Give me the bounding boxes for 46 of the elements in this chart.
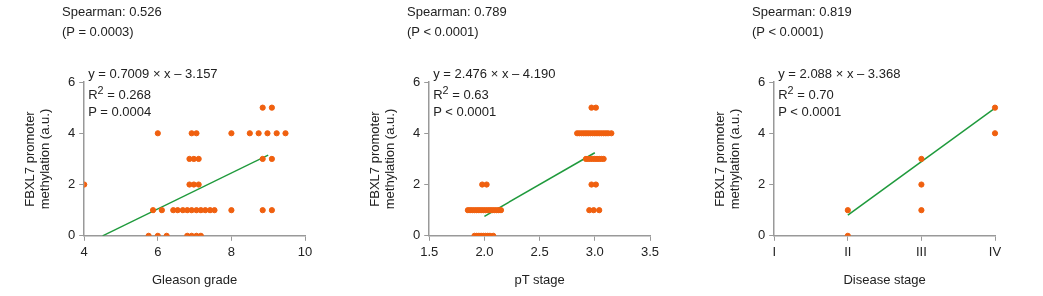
x-tick-label: 4 xyxy=(80,244,88,260)
chart-subtitle: (P < 0.0001) xyxy=(407,24,479,39)
text: y = 2.476 × x – 4.190 xyxy=(433,66,556,81)
x-tick-label: 3.0 xyxy=(585,244,604,260)
x-tick-label: III xyxy=(915,244,927,260)
x-tick-label: 1.5 xyxy=(420,244,439,260)
annotation: P = 0.0004 xyxy=(88,104,152,120)
x-tick-label: 2.0 xyxy=(475,244,494,260)
annotation: R$^{2}$ = 0.268 xyxy=(88,84,151,103)
y-tick-label: 2 xyxy=(68,176,76,192)
text: y = 2.088 × x – 3.368 xyxy=(778,66,901,81)
annotation: P < 0.0001 xyxy=(778,104,842,120)
chart-title: Spearman: 0.819 xyxy=(752,4,852,19)
x-axis-title: pT stage xyxy=(514,271,565,287)
x-tick-label: I xyxy=(772,244,777,260)
x-tick-label: II xyxy=(844,244,852,260)
x-axis-title: Gleason grade xyxy=(151,271,238,287)
y-axis-title: FBXL7 promoter methylation (a.u.) xyxy=(22,107,53,212)
x-tick-label: 10 xyxy=(297,244,313,260)
text: y = 0.7009 × x – 3.157 xyxy=(88,66,218,81)
y-axis-title: FBXL7 promoter methylation (a.u.) xyxy=(712,107,743,212)
chart-subtitle: (P < 0.0001) xyxy=(752,24,824,39)
annotation: P < 0.0001 xyxy=(433,104,497,120)
y-tick-label: 0 xyxy=(68,227,76,243)
annotation: R$^{2}$ = 0.63 xyxy=(433,84,489,103)
x-tick-label: 6 xyxy=(154,244,162,260)
x-tick-label: 2.5 xyxy=(530,244,549,260)
y-tick-label: 2 xyxy=(413,176,421,192)
y-tick-label: 4 xyxy=(758,124,766,140)
x-axis-title: Disease stage xyxy=(843,271,926,287)
annotation: R$^{2}$ = 0.70 xyxy=(778,84,834,103)
y-tick-label: 4 xyxy=(413,124,421,140)
y-tick-label: 2 xyxy=(758,176,766,192)
chart-subtitle: (P = 0.0003) xyxy=(62,24,134,39)
x-tick-label: IV xyxy=(988,244,1002,260)
y-tick-label: 6 xyxy=(413,73,421,89)
x-tick-label: 8 xyxy=(227,244,236,260)
y-tick-label: 4 xyxy=(68,124,76,140)
chart-title: Spearman: 0.789 xyxy=(407,4,507,19)
y-tick-label: 6 xyxy=(68,73,76,89)
chart-title: Spearman: 0.526 xyxy=(62,4,162,19)
y-axis-title: FBXL7 promoter methylation (a.u.) xyxy=(367,107,398,212)
y-tick-label: 0 xyxy=(413,227,421,243)
y-tick-label: 6 xyxy=(758,73,766,89)
x-tick-label: 3.5 xyxy=(640,244,660,260)
y-tick-label: 0 xyxy=(758,227,766,243)
